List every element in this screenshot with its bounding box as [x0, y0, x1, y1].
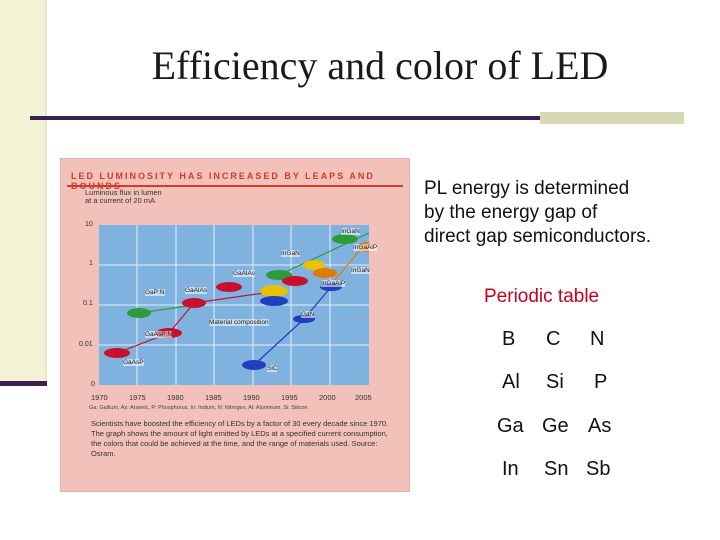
- xtick-1980: 1980: [167, 393, 184, 402]
- label-gaasp-n: GaAsP:N: [145, 331, 173, 338]
- mark-ingaalp-red: [282, 276, 308, 286]
- figure-header-rule: [67, 185, 403, 187]
- label-ingan-1: InGaN: [281, 250, 300, 257]
- left-decor-accent: [0, 381, 47, 386]
- ytick-0: 0: [91, 381, 95, 388]
- label-ingaalp-1: InGaAlP: [353, 244, 378, 251]
- pl-text-line2: by the energy gap of: [424, 202, 598, 223]
- xtick-1975: 1975: [129, 393, 146, 402]
- element-c: C: [546, 328, 561, 350]
- mark-gaalas-2: [216, 282, 242, 292]
- element-in: In: [502, 458, 519, 480]
- pl-text-line1: PL energy is determined: [424, 178, 630, 199]
- label-gaalas-1: GaAlAs: [185, 287, 208, 294]
- figure-caption: Scientists have boosted the efficiency o…: [91, 419, 389, 458]
- periodic-table-title: Periodic table: [484, 286, 600, 307]
- label-gan: GaN: [301, 311, 315, 318]
- left-decor-bar: [0, 0, 47, 383]
- mark-ingan-green: [266, 270, 292, 280]
- figure-ylabel: Luminous flux in lumen at a current of 2…: [85, 189, 162, 205]
- element-ga: Ga: [497, 415, 524, 437]
- slide-title: Efficiency and color of LED: [151, 43, 609, 88]
- xtick-1995: 1995: [281, 393, 298, 402]
- pl-text-line3: direct gap semiconductors.: [424, 226, 652, 247]
- element-ge: Ge: [542, 415, 569, 437]
- mark-ingaalp-orange: [313, 268, 337, 278]
- element-p: P: [594, 371, 608, 393]
- figure-ylabel-line1: Luminous flux in lumen: [85, 188, 162, 197]
- mark-gap-n: [127, 308, 151, 318]
- element-sb: Sb: [586, 458, 611, 480]
- label-gaasp: GaAsP: [123, 359, 144, 366]
- xtick-2005: 2005: [355, 393, 372, 402]
- title-rule-dark: [30, 116, 540, 120]
- mark-ingaalp-yellow: [260, 285, 288, 297]
- label-ingan-2: InGaN: [341, 228, 360, 235]
- ytick-10: 10: [85, 221, 93, 228]
- xtick-2000: 2000: [319, 393, 336, 402]
- pl-energy-text: PL energy is determined by the energy ga…: [424, 177, 714, 249]
- left-decor-line: [45, 0, 47, 383]
- title-rule-light: [540, 112, 684, 124]
- ytick-0.1: 0.1: [83, 300, 93, 307]
- figure-legend-note: Ga: Gallium, As: Arsenic, P: Phosphorus,…: [89, 405, 308, 411]
- mark-ingaalp-2: [303, 260, 325, 270]
- led-luminosity-figure: LED LUMINOSITY HAS INCREASED BY LEAPS AN…: [60, 158, 410, 492]
- label-gap-n: GaP:N: [145, 289, 165, 296]
- xtick-1985: 1985: [205, 393, 222, 402]
- label-material-composition: Material composition: [209, 319, 269, 326]
- element-al: Al: [502, 371, 520, 393]
- mark-gaalas-1: [182, 298, 206, 308]
- label-ingaalp-2: InGaAlP: [321, 280, 346, 287]
- element-as: As: [588, 415, 612, 437]
- ytick-0.01: 0.01: [79, 341, 93, 348]
- xtick-1990: 1990: [243, 393, 260, 402]
- mark-ingan-blue: [260, 296, 288, 306]
- label-sic: SiC: [267, 365, 278, 372]
- element-si: Si: [546, 371, 564, 393]
- ytick-1: 1: [89, 260, 93, 267]
- xtick-1970: 1970: [91, 393, 108, 402]
- mark-gaasp: [104, 348, 130, 358]
- label-ingan-3: InGaN: [351, 267, 370, 274]
- label-gaalas-2: GaAlAs: [233, 270, 256, 277]
- figure-ylabel-line2: at a current of 20 mA: [85, 196, 156, 205]
- mark-sic: [242, 360, 266, 370]
- element-b: B: [502, 328, 516, 350]
- element-sn: Sn: [544, 458, 569, 480]
- element-n: N: [590, 328, 605, 350]
- mark-ingan-top: [332, 234, 358, 244]
